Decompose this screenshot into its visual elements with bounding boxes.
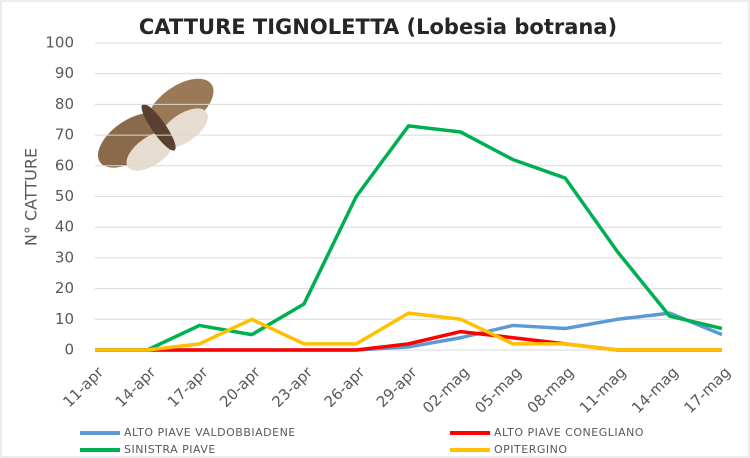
y-tick-label: 10 [55,310,74,328]
y-tick-label: 90 [55,64,74,82]
y-tick-label: 20 [55,279,74,297]
y-tick-label: 60 [55,156,74,174]
y-tick-label: 70 [55,126,74,144]
y-tick-label: 0 [64,341,74,359]
legend-label: ALTO PIAVE CONEGLIANO [494,426,644,439]
y-axis-title: N° CATTURE [22,148,41,246]
y-tick-label: 30 [55,248,74,266]
y-tick-label: 100 [45,34,74,52]
y-tick-label: 50 [55,187,74,205]
chart: CATTURE TIGNOLETTA (Lobesia botrana) N° … [0,0,750,458]
page: CATTURE TIGNOLETTA (Lobesia botrana) N° … [0,0,750,458]
chart-title: CATTURE TIGNOLETTA (Lobesia botrana) [139,15,617,39]
chart-frame [1,1,749,457]
legend-label: OPITERGINO [494,443,568,456]
legend-label: SINISTRA PIAVE [124,443,216,456]
legend-label: ALTO PIAVE VALDOBBIADENE [124,426,296,439]
y-tick-label: 80 [55,95,74,113]
y-tick-label: 40 [55,218,74,236]
